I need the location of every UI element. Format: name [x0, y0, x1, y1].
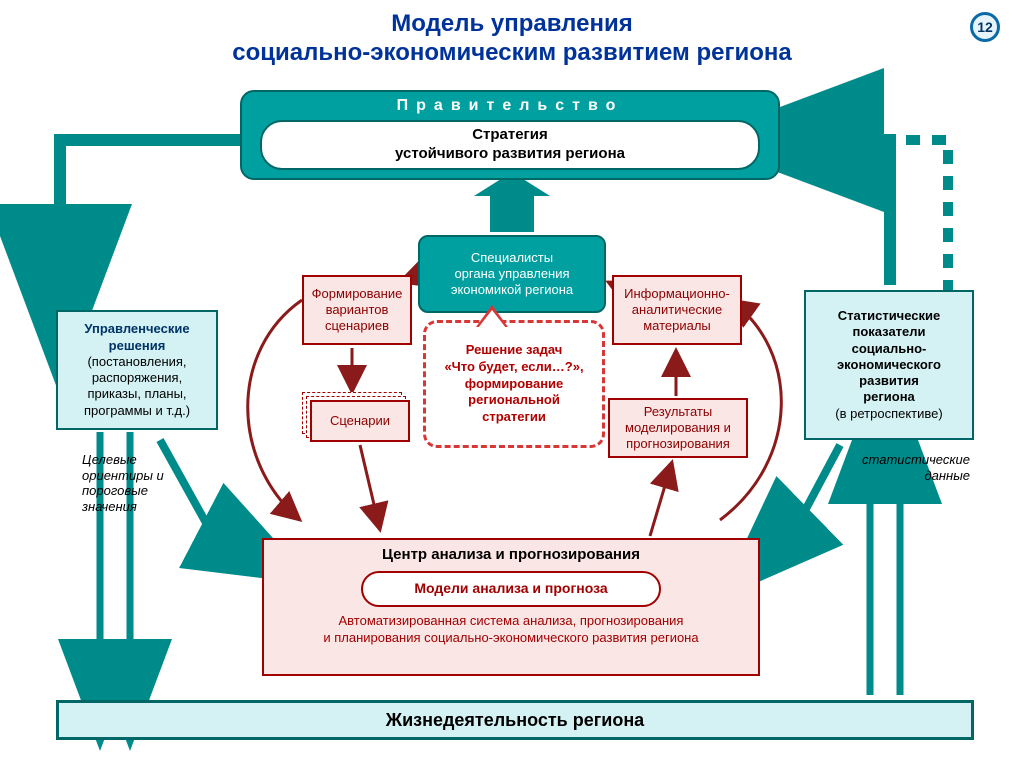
stats-bold: Статистические показатели социально- эко…: [837, 308, 941, 404]
stat-data-text: статистические данные: [862, 452, 970, 483]
info-materials-text: Информационно- аналитические материалы: [624, 286, 730, 335]
variants-text: Формирование вариантов сценариев: [312, 286, 403, 335]
variants-box: Формирование вариантов сценариев: [302, 275, 412, 345]
specialists-text: Специалисты органа управления экономикой…: [451, 250, 573, 299]
strategy-text: Стратегия устойчивого развития региона: [395, 126, 625, 164]
stats-plain: (в ретроспективе): [835, 406, 942, 421]
page-number-badge: 12: [970, 12, 1000, 42]
analysis-title: Центр анализа и прогнозирования: [382, 546, 640, 565]
life-activity-bar: Жизнедеятельность региона: [56, 700, 974, 740]
title-line2: социально-экономическим развитием регион…: [232, 39, 791, 66]
center-task-box: Решение задач «Что будет, если…?», форми…: [423, 320, 605, 448]
government-label: Правительство: [397, 96, 624, 116]
models-oval-text: Модели анализа и прогноза: [414, 580, 607, 598]
center-task-text: Решение задач «Что будет, если…?», форми…: [444, 342, 583, 426]
models-oval: Модели анализа и прогноза: [361, 571, 661, 607]
speech-tail: [478, 310, 506, 328]
scenarios-box: Сценарии: [310, 400, 410, 442]
targets-label: Целевые ориентиры и пороговые значения: [82, 452, 222, 514]
results-box: Результаты моделирования и прогнозирован…: [608, 398, 748, 458]
page-number: 12: [977, 19, 993, 35]
decisions-box: Управленческие решения (постановления, р…: [56, 310, 218, 430]
specialists-box: Специалисты органа управления экономикой…: [418, 235, 606, 313]
analysis-center-box: Центр анализа и прогнозирования Модели а…: [262, 538, 760, 676]
diagram-title: Модель управления социально-экономически…: [0, 10, 1024, 68]
results-text: Результаты моделирования и прогнозирован…: [625, 404, 731, 453]
analysis-desc: Автоматизированная система анализа, прог…: [323, 613, 698, 647]
strategy-box: Стратегия устойчивого развития региона: [260, 120, 760, 170]
stats-content: Статистические показатели социально- эко…: [835, 308, 942, 422]
decisions-plain: (постановления, распоряжения, приказы, п…: [84, 354, 190, 418]
title-line1: Модель управления: [391, 10, 632, 37]
info-materials-box: Информационно- аналитические материалы: [612, 275, 742, 345]
stats-box: Статистические показатели социально- эко…: [804, 290, 974, 440]
scenarios-text: Сценарии: [330, 413, 390, 429]
decisions-content: Управленческие решения (постановления, р…: [84, 321, 190, 419]
decisions-bold: Управленческие решения: [84, 321, 189, 352]
targets-text: Целевые ориентиры и пороговые значения: [82, 452, 164, 514]
stat-data-label: статистические данные: [810, 452, 970, 483]
life-activity-text: Жизнедеятельность региона: [386, 709, 644, 732]
